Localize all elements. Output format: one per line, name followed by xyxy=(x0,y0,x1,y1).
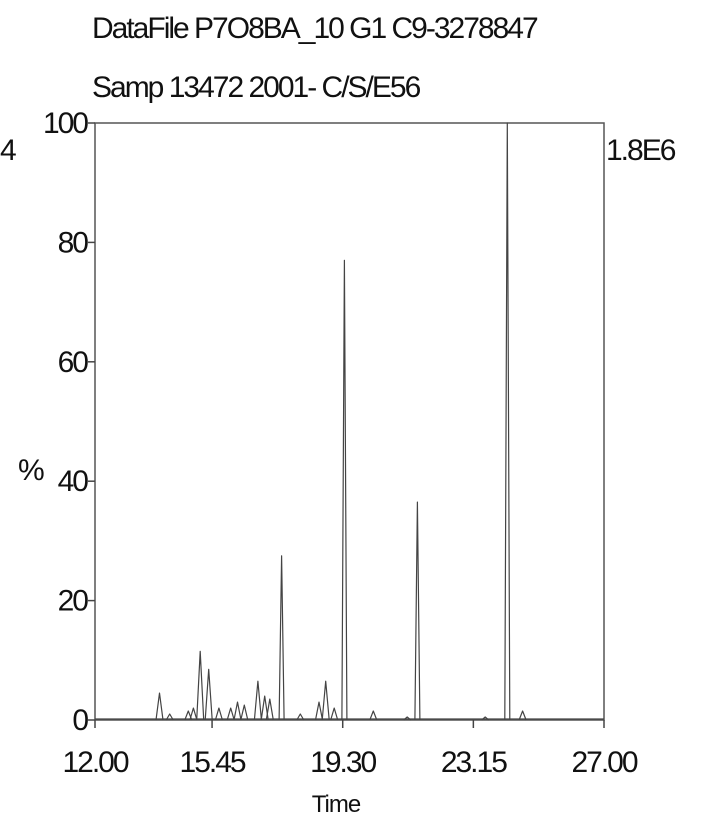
chromatogram-peak xyxy=(321,680,330,721)
chromatogram-peak xyxy=(240,704,249,721)
header-datafile: DataFile P7O8BA_10 G1 C9-3278847 xyxy=(92,12,538,45)
y-axis: 0 20 40 60 80 100 xyxy=(43,107,95,737)
x-tick-label: 12.00 xyxy=(62,746,128,779)
chromatogram-peak xyxy=(233,701,242,721)
chromatogram-peak xyxy=(481,716,490,721)
chromatogram-trace xyxy=(95,122,604,721)
chromatogram-peak xyxy=(165,713,174,721)
chromatogram-peak xyxy=(253,680,262,721)
y-axis-title: % xyxy=(18,454,44,487)
chromatogram-peak xyxy=(341,259,348,721)
x-tick-label: 27.00 xyxy=(571,746,637,779)
chromatogram-peak xyxy=(369,710,378,721)
y-tick-label: 60 xyxy=(58,346,89,379)
chromatogram-peak xyxy=(265,698,274,721)
chromatogram-peak xyxy=(196,650,205,721)
chromatogram-peak xyxy=(296,713,305,721)
plot-frame xyxy=(94,122,605,721)
x-axis-title: Time xyxy=(312,791,361,818)
chromatogram-peak xyxy=(204,668,213,721)
x-tick-label: 15.45 xyxy=(180,746,246,779)
chromatogram-peak xyxy=(330,707,339,721)
header-sample: Samp 13472 2001- C/S/E56 xyxy=(92,71,421,104)
x-tick-label: 23.15 xyxy=(441,746,507,779)
chromatogram-peak xyxy=(518,710,527,721)
y-tick-label: 80 xyxy=(58,226,89,259)
y-tick-label: 40 xyxy=(58,465,89,498)
y-tick-label: 100 xyxy=(43,107,88,140)
chromatogram-peak xyxy=(278,555,285,721)
y-tick-label: 20 xyxy=(58,585,89,618)
chromatogram-peak xyxy=(403,716,412,721)
chromatogram-peak xyxy=(155,692,164,721)
intensity-scale-label: 1.8E6 xyxy=(606,134,676,167)
chromatogram-peak xyxy=(189,707,198,721)
chromatogram-peak xyxy=(414,501,421,721)
chromatogram-peak xyxy=(226,707,235,721)
x-axis: 12.00 15.45 19.30 23.15 27.00 xyxy=(62,720,640,779)
chromatogram-peak xyxy=(504,122,511,721)
chromatogram-peak xyxy=(214,707,223,721)
chromatogram-peak xyxy=(314,701,324,721)
y-tick-label: 0 xyxy=(72,704,88,737)
x-tick-label: 19.30 xyxy=(310,746,376,779)
left-edge-fragment: 4 xyxy=(0,134,16,167)
